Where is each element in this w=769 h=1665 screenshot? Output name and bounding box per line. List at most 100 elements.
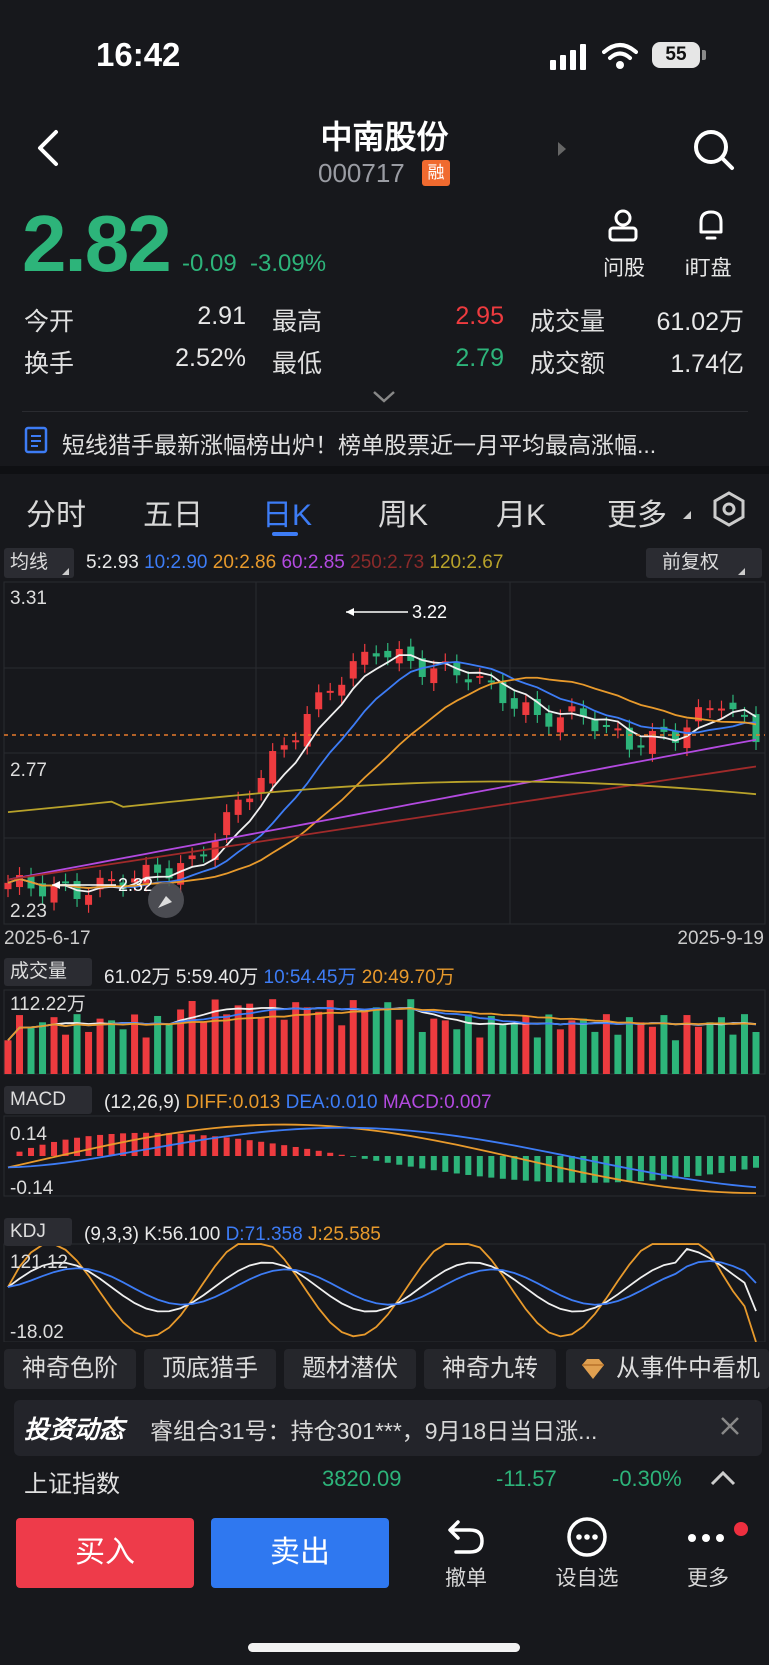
search-icon[interactable] — [692, 128, 736, 172]
volume-bar — [119, 1029, 127, 1074]
ma5-value: 5:2.93 — [86, 552, 139, 573]
kdj-ymin-label: -18.02 — [10, 1322, 64, 1342]
more-button[interactable]: 更多 — [687, 1567, 729, 1590]
ask-stock-button[interactable]: 问股 — [603, 257, 645, 280]
add-watchlist-button[interactable]: 设自选 — [555, 1567, 619, 1590]
macd-bar — [419, 1156, 426, 1169]
volume-bar — [602, 1014, 610, 1074]
kline-candle — [188, 855, 196, 860]
macd-bar — [396, 1156, 403, 1165]
kline-candle — [292, 740, 300, 743]
volume-bar — [395, 1019, 403, 1074]
macd-indicator-button[interactable]: MACD — [4, 1086, 92, 1114]
macd-bar — [327, 1152, 334, 1156]
notice-document-icon — [24, 426, 48, 454]
macd-indicator-label: MACD — [10, 1089, 66, 1110]
macd-bar — [212, 1136, 219, 1156]
macd-bar — [718, 1156, 725, 1173]
next-stock-arrow-icon[interactable] — [556, 140, 568, 158]
macd-bar — [350, 1156, 357, 1157]
news-banner[interactable] — [14, 1400, 762, 1456]
undo-icon[interactable] — [446, 1518, 486, 1556]
tab-intraday[interactable]: 分时 — [26, 499, 86, 532]
settings-hexagon-icon[interactable] — [710, 490, 748, 528]
active-tab-indicator — [272, 532, 298, 536]
chat-bubble-icon[interactable] — [566, 1516, 608, 1558]
kline-ymin-label: 2.23 — [10, 901, 47, 922]
news-text[interactable]: 睿组合31号：持仓301***，9月18日当日涨... — [150, 1418, 598, 1444]
stock-charts[interactable]: 3.31 2.77 2.23 3.22 2.32 2025-6-17 2025-… — [0, 580, 769, 1342]
kline-candle — [556, 717, 564, 733]
kline-candle — [246, 798, 254, 803]
macd-bar — [384, 1156, 391, 1163]
back-arrow-icon[interactable] — [34, 128, 62, 168]
macd-bar — [637, 1156, 644, 1182]
volume-bar — [717, 1017, 725, 1074]
adjust-selector-button[interactable]: 前复权 — [646, 548, 762, 578]
pill-magic-nine[interactable]: 神奇九转 — [424, 1349, 556, 1389]
volume-bar — [165, 1024, 173, 1074]
kdj-k: K:56.100 — [144, 1224, 221, 1245]
battery-indicator: 55 — [652, 42, 700, 68]
watch-market-button[interactable]: i盯盘 — [685, 257, 732, 280]
close-icon[interactable] — [720, 1416, 740, 1436]
ma60-value: 60:2.85 — [281, 552, 345, 573]
pill-top-bottom-hunter[interactable]: 顶底猎手 — [144, 1349, 276, 1389]
high-value: 2.95 — [455, 302, 504, 330]
kline-candle — [4, 882, 12, 890]
kline-candle — [85, 895, 93, 905]
volume-bar — [706, 1022, 714, 1074]
macd-value: MACD:0.007 — [382, 1092, 492, 1113]
macd-bar — [39, 1144, 46, 1156]
expand-chevron-icon[interactable] — [372, 390, 396, 404]
tab-monthly-k[interactable]: 月K — [496, 499, 547, 532]
volume-indicator-button[interactable]: 成交量 — [4, 958, 92, 986]
sell-button[interactable]: 卖出 — [211, 1518, 389, 1588]
volume-bar — [418, 1031, 426, 1074]
kline-candle — [349, 661, 357, 679]
index-name[interactable]: 上证指数 — [24, 1471, 120, 1498]
tab-weekly-k[interactable]: 周K — [378, 499, 429, 532]
macd-bar — [258, 1141, 265, 1156]
kline-candle — [625, 727, 633, 750]
bell-icon[interactable] — [696, 208, 726, 242]
pill-theme-ambush[interactable]: 题材潜伏 — [284, 1349, 416, 1389]
kdj-frame — [3, 1243, 766, 1342]
stock-code: 000717 — [318, 158, 405, 188]
divider — [22, 411, 748, 412]
collapse-chevron-icon[interactable] — [710, 1470, 736, 1486]
pill-event-opportunity[interactable]: 从事件中看机 — [566, 1349, 769, 1389]
tab-five-day[interactable]: 五日 — [143, 499, 203, 532]
tab-daily-k[interactable]: 日K — [262, 499, 313, 532]
kline-candle — [740, 714, 748, 717]
volume-bars — [4, 999, 760, 1074]
volume-bar — [464, 1014, 472, 1074]
kline-candle — [234, 799, 242, 815]
ma60-line — [7, 738, 757, 881]
more-dots-icon[interactable] — [686, 1528, 740, 1548]
kline-candle — [326, 690, 334, 693]
macd-bar — [465, 1156, 472, 1175]
ma-selector-button[interactable]: 均线 — [4, 548, 74, 578]
volume-bar — [96, 1018, 104, 1074]
battery-tip — [702, 50, 706, 60]
pill-color-scale[interactable]: 神奇色阶 — [4, 1349, 136, 1389]
volume-bar — [292, 1002, 300, 1074]
kdj-lines — [7, 1243, 757, 1342]
ask-stock-icon[interactable] — [606, 208, 640, 242]
buy-button[interactable]: 买入 — [16, 1518, 194, 1588]
kdj-indicator-button[interactable]: KDJ — [4, 1218, 72, 1246]
macd-bar — [591, 1156, 598, 1183]
cancel-order-button[interactable]: 撤单 — [445, 1567, 487, 1590]
volume-bar — [372, 1007, 380, 1074]
news-brand: 投资动态 — [24, 1416, 125, 1444]
volume-bar — [177, 1009, 185, 1074]
macd-bar — [16, 1151, 23, 1156]
tab-more[interactable]: 更多 — [607, 499, 667, 532]
macd-bar — [407, 1156, 414, 1167]
notice-text[interactable]: 短线猎手最新涨幅榜出炉！榜单股票近一月平均最高涨幅... — [62, 432, 657, 458]
macd-bar — [28, 1147, 35, 1156]
volume-bar — [683, 1015, 691, 1074]
macd-bar — [74, 1137, 81, 1156]
macd-bar — [614, 1156, 621, 1183]
